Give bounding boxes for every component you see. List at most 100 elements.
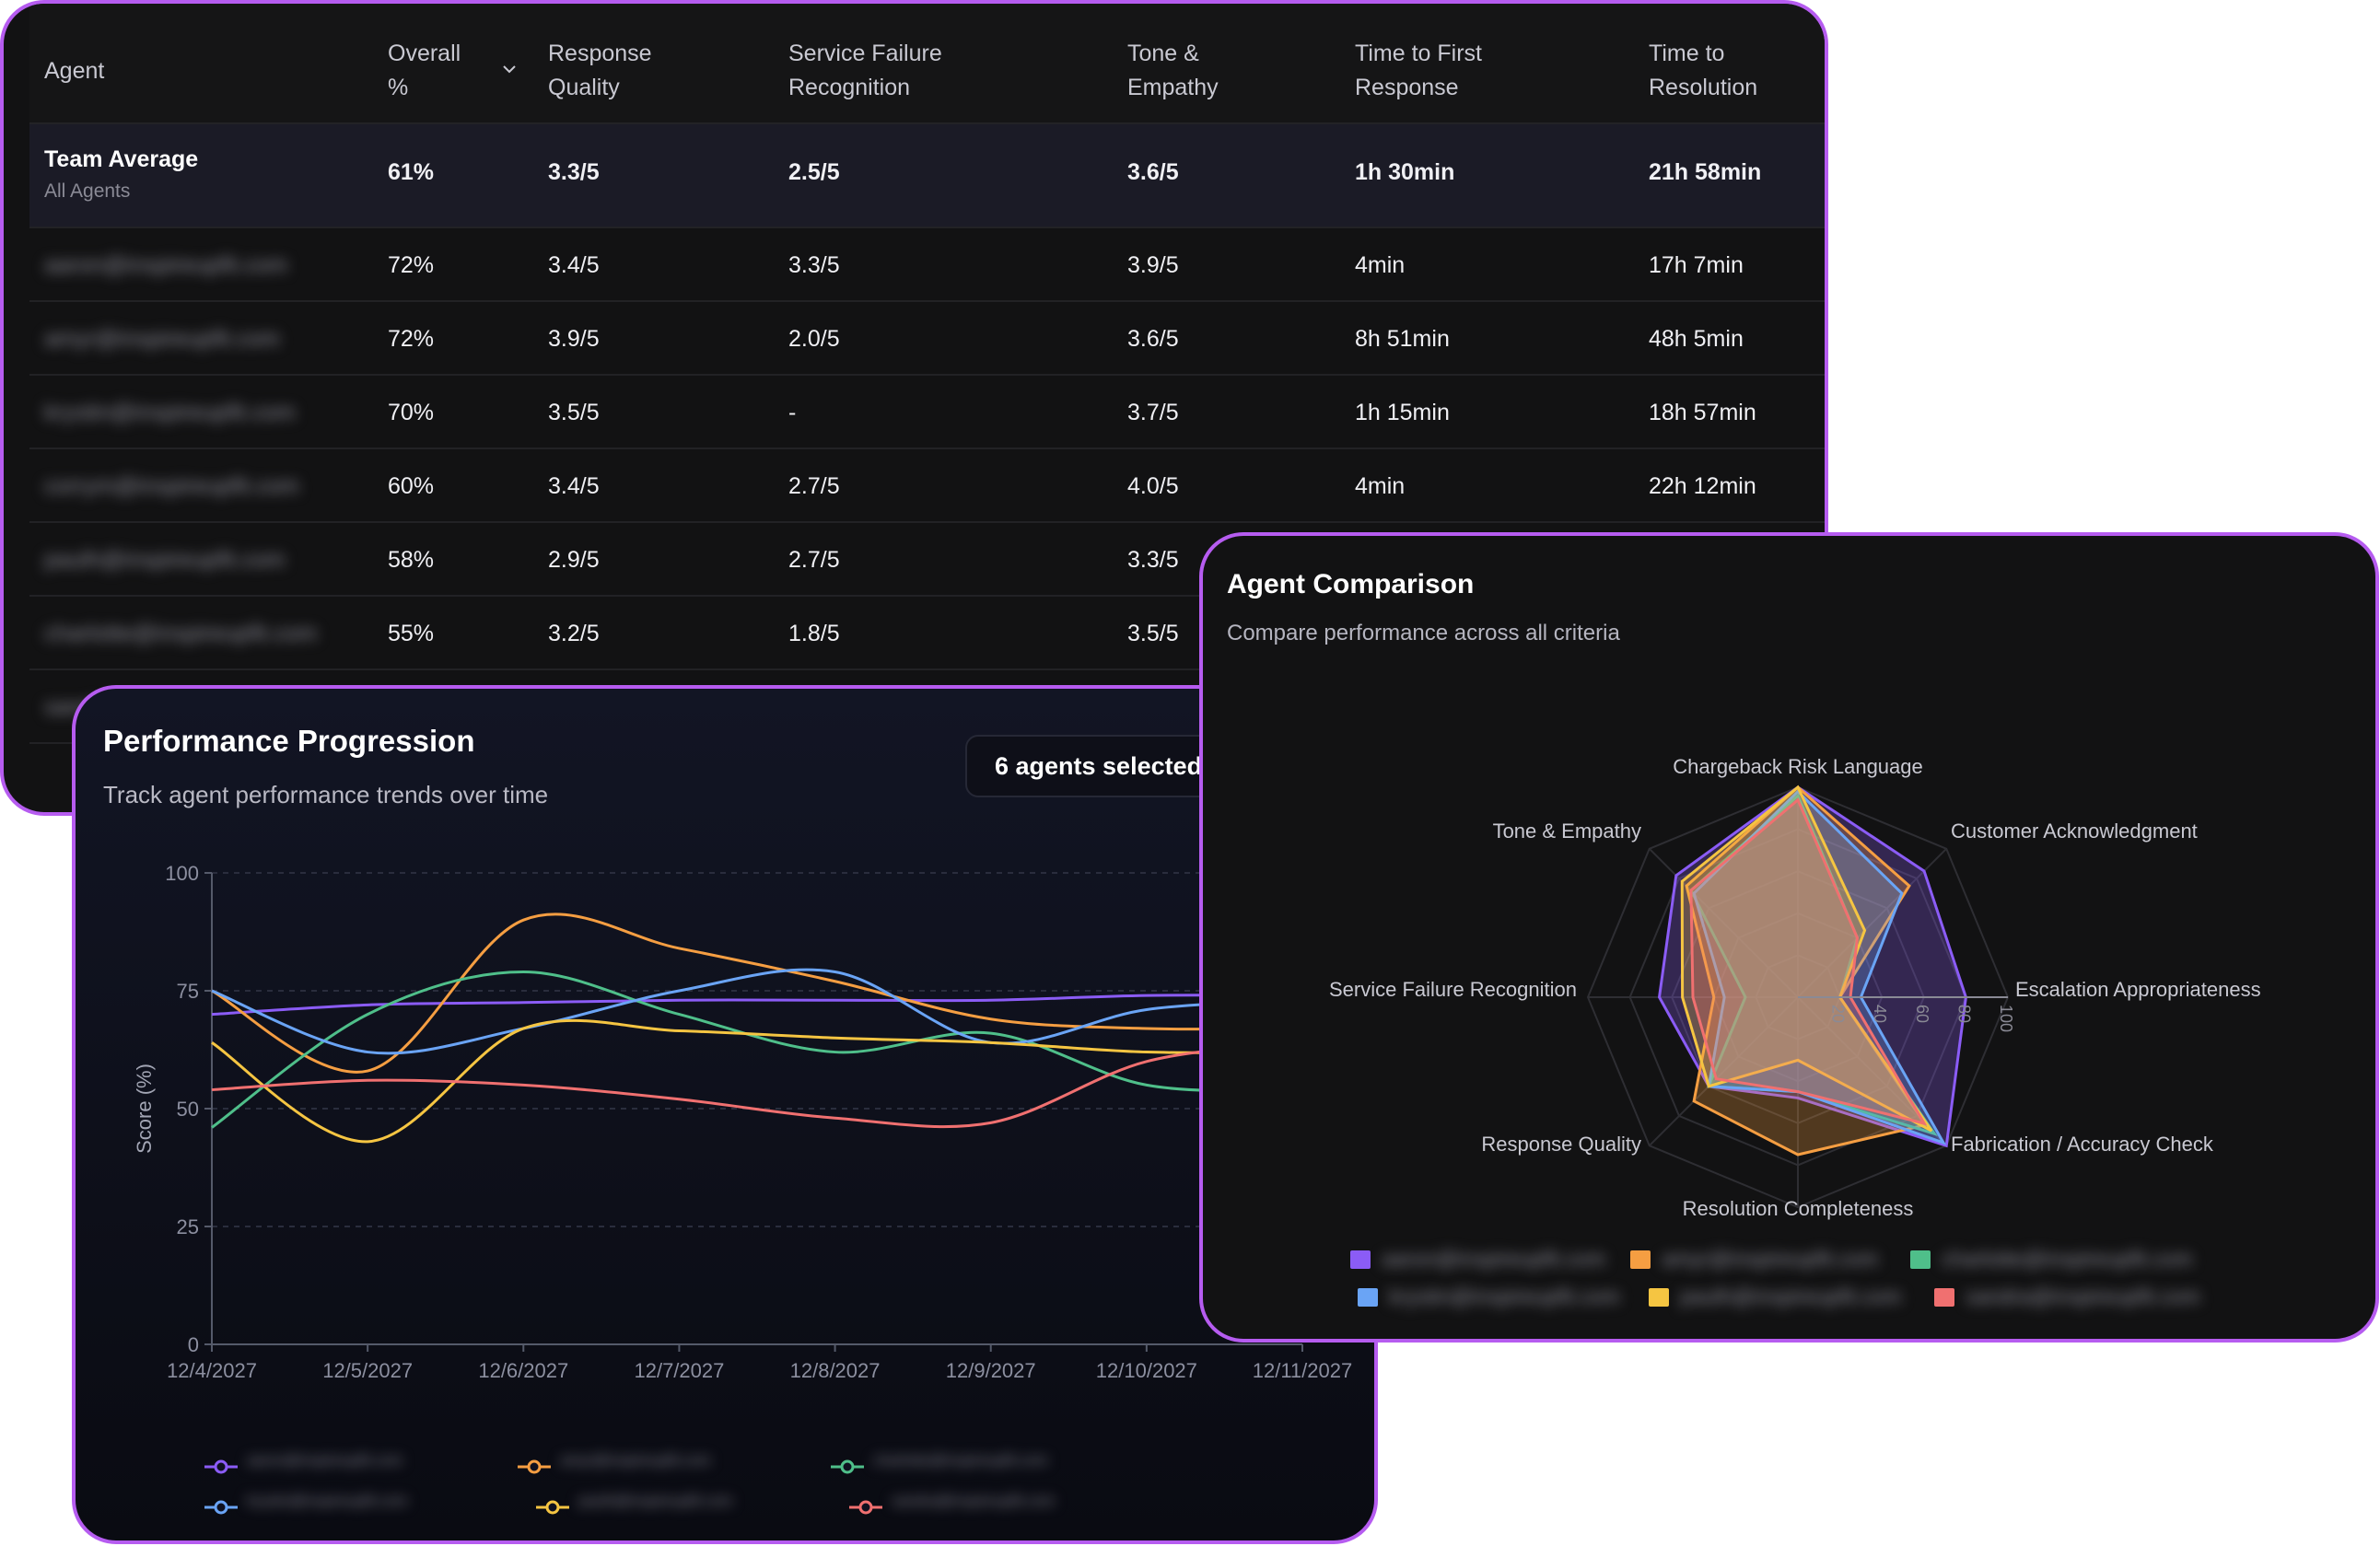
x-tick-label: 12/10/2027 — [1096, 1359, 1197, 1382]
table-row[interactable]: charlotte@inspireupfit.com 55% 3.2/5 1.8/5 3… — [29, 597, 1825, 670]
cell-service-failure: 2.7/5 — [788, 547, 840, 573]
cell-overall: 72% — [388, 326, 435, 352]
radial-tick-label: 60 — [1913, 1005, 1931, 1023]
radial-tick-label: 40 — [1871, 1005, 1889, 1023]
cell-first-response: 1h 15min — [1355, 400, 1450, 425]
x-tick-label: 12/8/2027 — [790, 1359, 881, 1382]
cell-overall: 55% — [388, 621, 435, 646]
legend-label: krystin@inspireupfit.com — [247, 1494, 408, 1509]
radar-series-area[interactable] — [1689, 797, 1928, 1126]
chevron-down-icon[interactable] — [499, 59, 519, 79]
agent-comparison-card: Agent Comparison Compare performance acr… — [1199, 532, 2379, 1343]
radar-series-area[interactable] — [1657, 785, 1967, 1148]
legend-swatch-icon — [1934, 1288, 1954, 1307]
cell-overall: 61% — [388, 159, 435, 185]
table-row[interactable]: amyr@inspireupfit.com 72% 3.9/5 2.0/5 3.6/5 8… — [29, 302, 1825, 376]
series-line[interactable] — [211, 971, 1303, 1129]
cell-response-quality: 3.2/5 — [548, 621, 600, 646]
radar-axis-label: Escalation Appropriateness — [2015, 978, 2261, 1001]
cell-response-quality: 3.5/5 — [548, 400, 600, 425]
cell-tone: 3.5/5 — [1127, 621, 1179, 646]
column-header-tone[interactable]: Tone & Empathy — [1127, 41, 1219, 100]
radial-tick-label: 20 — [1829, 1005, 1848, 1023]
radar-axis-label: Service Failure Recognition — [1329, 978, 1577, 1001]
legend-label: charlotte@inspireupfit.com — [1942, 1247, 2193, 1271]
agent-table-card: Agent Overall % Response Quality Service… — [0, 0, 1828, 816]
agent-email: paulh@inspireupfit.com — [44, 547, 286, 573]
cell-tone: 3.6/5 — [1127, 326, 1179, 352]
radar-axis-label: Fabrication / Accuracy Check — [1951, 1133, 2214, 1156]
y-axis-label: Score (%) — [133, 1064, 156, 1154]
cell-resolution: 22h 12min — [1649, 473, 1756, 499]
cell-response-quality: 3.4/5 — [548, 473, 600, 499]
table-row[interactable]: aaron@inspireupfit.com 72% 3.4/5 3.3/5 3.9/5… — [29, 228, 1825, 302]
column-header-response-quality[interactable]: Response Quality — [548, 41, 652, 100]
agent-email: charlotte@inspireupfit.com — [44, 621, 318, 646]
legend-label: sandra@inspireupfit.com — [1966, 1284, 2200, 1308]
table-row[interactable]: krystin@inspireupfit.com 70% 3.5/5 - 3.7/5 1h… — [29, 376, 1825, 449]
legend-swatch-icon — [1649, 1288, 1669, 1307]
table-row[interactable]: paulh@inspireupfit.com 58% 2.9/5 2.7/5 3.3/5 — [29, 523, 1825, 597]
radar-spoke — [1797, 848, 1947, 998]
cell-resolution: 17h 7min — [1649, 252, 1744, 278]
table-header: Agent Overall % Response Quality Service… — [29, 4, 1825, 124]
x-tick-label: 12/6/2027 — [478, 1359, 568, 1382]
cell-first-response: 4min — [1355, 473, 1406, 499]
cell-service-failure: 1.8/5 — [788, 621, 840, 646]
legend-label: paulh@inspireupfit.com — [1680, 1284, 1902, 1308]
y-tick-label: 25 — [177, 1215, 199, 1238]
cell-overall: 72% — [388, 252, 435, 278]
radar-axis-label: Response Quality — [1481, 1133, 1641, 1156]
y-tick-label: 75 — [177, 980, 199, 1003]
progression-subtitle: Track agent performance trends over time — [103, 781, 549, 808]
radar-series-area[interactable] — [1685, 785, 1929, 1157]
column-header-first-response[interactable]: Time to First Response — [1355, 41, 1482, 100]
series-line[interactable] — [211, 912, 1303, 1074]
cell-first-response: 8h 51min — [1355, 326, 1450, 352]
cell-resolution: 21h 58min — [1649, 159, 1762, 185]
comparison-radar-chart: 20 40 60 80 100 Chargeback Risk Language Custo… — [1329, 755, 2261, 1220]
cell-first-response: 1h 30min — [1355, 159, 1455, 185]
radar-spoke — [1649, 996, 1799, 1146]
cell-service-failure: 3.3/5 — [788, 252, 840, 278]
cell-resolution: 18h 57min — [1649, 400, 1756, 425]
x-tick-label: 12/9/2027 — [946, 1359, 1036, 1382]
radar-axis-label: Resolution Completeness — [1683, 1197, 1914, 1220]
cell-tone: 3.6/5 — [1127, 159, 1179, 185]
agent-email: amyr@inspireupfit.com — [44, 326, 281, 352]
cell-response-quality: 2.9/5 — [548, 547, 600, 573]
legend-line-icon — [849, 1500, 882, 1515]
table-row[interactable]: corrym@inspireupfit.com 60% 3.4/5 2.7/5 4.0/… — [29, 449, 1825, 523]
progression-title: Performance Progression — [103, 724, 475, 758]
column-header-resolution[interactable]: Time to Resolution — [1649, 41, 1758, 100]
radar-axis-label: Customer Acknowledgment — [1951, 819, 2198, 843]
series-line[interactable] — [211, 1018, 1303, 1144]
column-header-agent[interactable]: Agent — [44, 58, 105, 84]
comparison-subtitle: Compare performance across all criteria — [1227, 621, 1620, 645]
cell-response-quality: 3.3/5 — [548, 159, 600, 185]
legend-label: amyr@inspireupfit.com — [1662, 1247, 1879, 1271]
cell-tone: 3.7/5 — [1127, 400, 1179, 425]
x-tick-label: 12/11/2027 — [1253, 1359, 1352, 1382]
radial-tick-label: 80 — [1954, 1005, 1973, 1023]
cell-response-quality: 3.4/5 — [548, 252, 600, 278]
team-average-row[interactable]: Team Average All Agents 61% 3.3/5 2.5/5 … — [29, 124, 1825, 228]
legend-label: krystin@inspireupfit.com — [1389, 1284, 1620, 1308]
legend-label: aaron@inspireupfit.com — [247, 1453, 403, 1469]
cell-tone: 3.3/5 — [1127, 547, 1179, 573]
cell-tone: 3.9/5 — [1127, 252, 1179, 278]
legend-label: charlotte@inspireupfit.com — [873, 1453, 1048, 1469]
series-line[interactable] — [211, 968, 1303, 1055]
legend-label: paulh@inspireupfit.com — [578, 1494, 733, 1509]
series-line[interactable] — [211, 1040, 1303, 1129]
column-header-service-failure[interactable]: Service Failure Recognition — [788, 41, 942, 100]
y-tick-label: 50 — [177, 1098, 199, 1121]
radar-axis-label: Chargeback Risk Language — [1673, 755, 1923, 778]
y-tick-label: 100 — [165, 862, 199, 885]
legend-swatch-icon — [1358, 1288, 1378, 1307]
cell-first-response: 4min — [1355, 252, 1406, 278]
team-average-title: Team Average — [44, 146, 199, 172]
comparison-title: Agent Comparison — [1227, 569, 1475, 599]
radar-axis-label: Tone & Empathy — [1493, 819, 1641, 843]
column-header-overall[interactable]: Overall % — [388, 41, 461, 100]
